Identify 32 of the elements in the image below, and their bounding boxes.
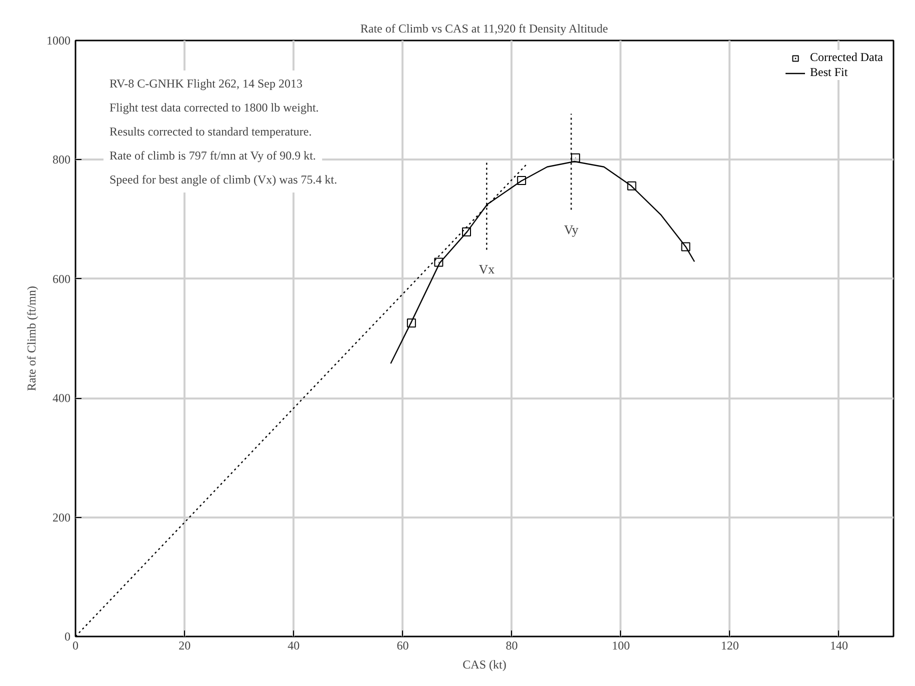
annotation: Vx bbox=[478, 262, 496, 277]
y-tick-label: 1000 bbox=[46, 34, 70, 48]
x-tick-label: 80 bbox=[506, 638, 518, 652]
x-tick-label: 120 bbox=[720, 638, 739, 652]
y-tick-label: 200 bbox=[52, 510, 70, 524]
y-tick-label: 600 bbox=[52, 272, 70, 286]
x-tick-label: 100 bbox=[612, 638, 630, 652]
y-tick-label: 0 bbox=[64, 630, 70, 644]
y-axis-title: Rate of Climb (ft/mn) bbox=[24, 286, 38, 391]
chart-title: Rate of Climb vs CAS at 11,920 ft Density Altitude bbox=[360, 22, 608, 36]
point bbox=[571, 153, 580, 162]
point bbox=[434, 258, 444, 267]
annotation: RV-8 C-GNHK Flight 262, 14 Sep 2013 bbox=[110, 76, 302, 90]
x-tick-label: 40 bbox=[288, 638, 300, 652]
x-tick-label: 140 bbox=[830, 638, 848, 652]
point bbox=[406, 318, 416, 328]
point bbox=[517, 176, 526, 186]
point bbox=[681, 242, 690, 252]
point bbox=[627, 181, 636, 190]
annotation: Rate of climb is 797 ft/mn at Vy of 90.9 kt. bbox=[110, 148, 316, 162]
x-axis-title: CAS (kt) bbox=[462, 658, 506, 672]
annotation: Flight test data corrected to 1800 lb weight. bbox=[110, 100, 319, 114]
x-tick-label: 20 bbox=[178, 638, 191, 652]
annotation: Vy bbox=[564, 222, 579, 237]
point bbox=[462, 227, 472, 236]
annotation: Speed for best angle of climb (Vx) was 75.4 kt. bbox=[110, 172, 338, 186]
legend-label: Corrected Data bbox=[810, 50, 883, 65]
y-tick-label: 400 bbox=[52, 391, 70, 406]
annotation: Results corrected to standard temperature. bbox=[110, 124, 312, 138]
y-tick-label: 800 bbox=[52, 152, 70, 167]
legend-label: Best Fit bbox=[810, 65, 848, 80]
x-tick-label: 60 bbox=[396, 638, 409, 652]
